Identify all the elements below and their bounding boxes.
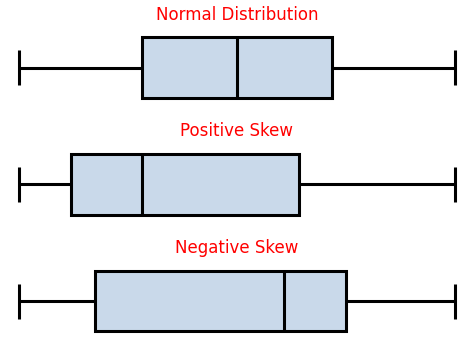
Bar [95, 271, 346, 331]
Bar [142, 37, 332, 98]
Bar [71, 154, 299, 215]
Text: Negative Skew: Negative Skew [175, 239, 299, 257]
Text: Positive Skew: Positive Skew [181, 122, 293, 140]
Text: Normal Distribution: Normal Distribution [156, 6, 318, 24]
